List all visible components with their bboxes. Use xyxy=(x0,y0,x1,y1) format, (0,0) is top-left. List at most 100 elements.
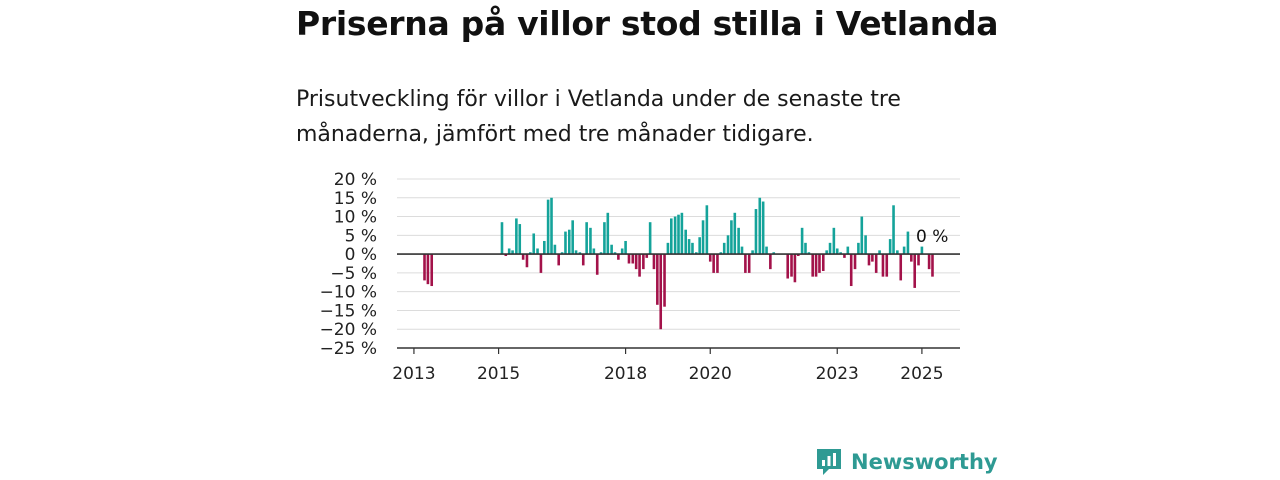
bar xyxy=(430,254,434,287)
bar xyxy=(881,254,885,277)
bar xyxy=(687,239,691,255)
bar xyxy=(539,254,543,273)
bar xyxy=(691,242,694,255)
y-tick-label: −5 % xyxy=(330,264,377,284)
bar xyxy=(532,233,536,255)
y-tick-label: −20 % xyxy=(320,320,377,340)
bar xyxy=(927,254,931,270)
bar xyxy=(769,254,772,270)
bar xyxy=(722,242,726,255)
y-tick-label: 0 % xyxy=(345,245,377,265)
bar xyxy=(772,252,776,255)
newsworthy-logo-icon xyxy=(817,449,841,475)
bar xyxy=(673,216,677,255)
bar xyxy=(843,254,846,258)
x-tick-label: 2023 xyxy=(816,364,859,384)
bar xyxy=(610,244,613,255)
bar xyxy=(846,246,850,255)
bar xyxy=(726,235,730,255)
x-tick-label: 2020 xyxy=(689,364,732,384)
bar xyxy=(507,248,511,255)
bar xyxy=(663,254,666,307)
bar xyxy=(634,254,638,270)
bar xyxy=(878,250,881,255)
bar xyxy=(680,212,684,255)
bar xyxy=(564,231,567,255)
bar xyxy=(536,248,539,255)
bar xyxy=(670,218,673,255)
bar xyxy=(504,254,508,256)
bar xyxy=(896,250,899,255)
bar xyxy=(589,227,592,255)
bar xyxy=(638,254,641,277)
bar xyxy=(751,250,754,255)
bar xyxy=(557,254,561,266)
bar xyxy=(606,212,610,255)
bar xyxy=(645,254,649,258)
bar xyxy=(698,237,701,255)
bar xyxy=(521,254,525,260)
bar xyxy=(931,254,934,277)
bar xyxy=(761,201,765,255)
bar xyxy=(560,252,564,255)
bar xyxy=(730,220,733,255)
bar xyxy=(867,254,871,266)
y-tick-label: −25 % xyxy=(320,339,377,359)
bar xyxy=(885,254,889,277)
bar xyxy=(624,240,627,255)
bar xyxy=(740,246,744,255)
bar xyxy=(719,252,723,255)
bar xyxy=(627,254,631,264)
bar xyxy=(754,209,758,255)
bar xyxy=(677,214,680,255)
bar xyxy=(796,254,800,256)
bar xyxy=(821,254,825,272)
bar xyxy=(705,205,709,255)
bar xyxy=(595,254,599,275)
bar xyxy=(800,227,804,255)
y-tick-label: 20 % xyxy=(334,170,377,190)
bar xyxy=(592,248,596,255)
bar xyxy=(874,254,878,273)
bar xyxy=(574,250,578,255)
bar xyxy=(864,235,867,255)
bar xyxy=(860,216,864,255)
bar xyxy=(659,254,663,330)
bar xyxy=(515,218,518,255)
bar xyxy=(684,229,687,255)
bar xyxy=(708,254,712,262)
bar xyxy=(888,239,892,255)
bar xyxy=(652,254,656,270)
bar xyxy=(814,254,818,277)
bar xyxy=(835,248,839,255)
y-tick-label: −10 % xyxy=(320,283,377,303)
y-tick-label: 5 % xyxy=(345,226,377,246)
x-tick-label: 2025 xyxy=(900,364,943,384)
bar xyxy=(617,254,620,260)
bar xyxy=(613,252,617,255)
bar xyxy=(620,248,624,255)
bar xyxy=(733,212,737,255)
x-tick-label: 2015 xyxy=(477,364,520,384)
bar xyxy=(546,199,550,255)
latest-value-label: 0 % xyxy=(916,227,948,247)
bar xyxy=(807,252,811,255)
bar xyxy=(426,254,430,285)
bar xyxy=(744,254,747,273)
bar xyxy=(910,254,913,262)
bars xyxy=(423,197,934,330)
bar xyxy=(920,246,924,255)
bar xyxy=(553,244,557,255)
bar xyxy=(857,242,860,255)
bar xyxy=(550,197,553,255)
bar xyxy=(712,254,715,273)
bar xyxy=(648,222,652,255)
bar xyxy=(666,242,670,255)
bar xyxy=(599,252,603,255)
bar xyxy=(786,254,790,279)
bar xyxy=(500,222,504,255)
bar xyxy=(825,250,828,255)
bar xyxy=(567,229,571,255)
y-tick-label: 15 % xyxy=(334,189,377,209)
bar xyxy=(529,252,532,255)
